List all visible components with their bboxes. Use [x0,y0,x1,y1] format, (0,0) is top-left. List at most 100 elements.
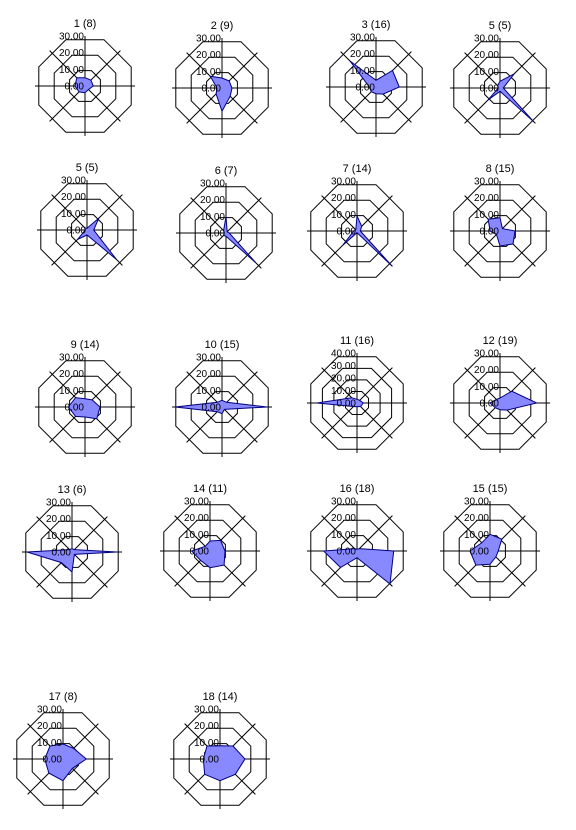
grid-ring [468,199,532,263]
chart-title: 1 (8) [74,18,97,30]
grid-ring [321,367,393,439]
grid-spoke [499,195,536,232]
radar-chart: 0.00 10.00 20.00 30.00 18 (14) [170,691,270,809]
axis-tick-label: 20.00 [184,513,209,524]
grid-ring [325,519,389,583]
grid-spoke [356,367,393,404]
axis-tick-label: 10.00 [194,738,219,749]
data-series-polygon [190,539,226,569]
axis-tick-label: 30.00 [331,497,356,508]
grid-spoke [464,230,501,267]
axis-tick-label: 0.00 [200,755,220,766]
grid-ring [55,198,119,262]
axis-tick-label: 30.00 [196,34,221,45]
axis-tick-label: 10.00 [331,530,356,541]
grid-ring [53,375,117,439]
chart-title: 7 (14) [343,163,372,175]
grid-ring [179,186,273,280]
axis-tick-label: 30.00 [474,349,499,360]
grid-ring [38,360,132,454]
grid-spoke [36,516,73,553]
chart-title: 5 (5) [489,20,512,32]
axis-tick-label: 30.00 [196,353,221,364]
grid-ring [40,183,134,277]
axis-tick-label: 30.00 [464,497,489,508]
grid-ring [194,535,226,567]
axis-tick-label: 20.00 [194,721,219,732]
data-series-polygon [44,743,88,782]
axis-tick-label: 20.00 [59,48,84,59]
axis-tick-label: 10.00 [46,531,71,542]
grid-spoke [356,195,393,232]
axis-tick-label: 30.00 [474,177,499,188]
axis-tick-label: 30.00 [59,353,84,364]
grid-ring [25,505,119,599]
grid-ring [53,54,117,118]
chart-title: 13 (6) [58,484,87,496]
radar-chart: 0.00 10.00 20.00 30.00 15 (15) [440,483,540,601]
radar-chart: 0.00 10.00 20.00 30.00 16 (18) [307,483,407,601]
axis-tick-label: 20.00 [474,365,499,376]
axis-tick-label: 30.00 [37,705,62,716]
grid-spoke [464,367,501,404]
axis-tick-label: 10.00 [196,386,221,397]
grid-spoke [71,551,108,588]
axis-tick-label: 10.00 [184,530,209,541]
axis-tick-label: 20.00 [37,721,62,732]
grid-spoke [190,197,227,234]
axis-tick-label: 20.00 [331,513,356,524]
radar-chart: 0.00 10.00 20.00 30.00 12 (19) [450,335,550,453]
axis-tick-label: 30.00 [200,179,225,190]
data-series-polygon [322,548,395,585]
grid-spoke [321,367,358,404]
grid-ring [40,520,104,584]
axis-tick-label: 0.00 [67,226,87,237]
axis-tick-label: 0.00 [52,548,72,559]
axis-tick-label: 40.00 [331,349,356,360]
axis-tick-label: 10.00 [61,209,86,220]
chart-title: 12 (19) [483,335,518,347]
chart-title: 16 (18) [340,483,375,495]
axis-tick-label: 0.00 [202,84,222,95]
radar-chart: 0.00 10.00 20.00 30.00 5 (5) [450,20,550,138]
grid-ring [210,217,242,249]
data-series-polygon [469,533,503,566]
radar-chart: 0.00 10.00 20.00 30.00 13 (6) [22,484,122,602]
chart-title: 3 (16) [362,19,391,31]
grid-ring [38,39,132,133]
axis-tick-label: 0.00 [480,84,500,95]
axis-tick-label: 20.00 [474,50,499,61]
axis-tick-label: 20.00 [331,193,356,204]
grid-spoke [321,195,358,232]
data-series-polygon [349,60,400,95]
data-series-polygon [209,75,233,113]
grid-ring [69,70,101,102]
grid-ring [453,184,547,278]
chart-title: 9 (14) [71,339,100,351]
axis-tick-label: 10.00 [59,65,84,76]
radar-chart: 0.00 10.00 20.00 30.00 7 (14) [307,163,407,281]
grid-ring [310,184,404,278]
grid-spoke [71,516,108,553]
data-series-polygon [222,216,256,263]
axis-tick-label: 20.00 [200,195,225,206]
axis-tick-label: 10.00 [350,66,375,77]
axis-tick-label: 10.00 [196,67,221,78]
grid-ring [325,199,389,263]
axis-tick-label: 0.00 [356,83,376,94]
axis-tick-label: 10.00 [331,386,356,397]
axis-tick-label: 30.00 [331,177,356,188]
grid-ring [468,371,532,435]
axis-tick-label: 30.00 [61,176,86,187]
chart-title: 6 (7) [215,165,238,177]
radar-chart: 0.00 10.00 20.00 30.00 10 (15) [172,339,272,457]
chart-title: 14 (11) [193,483,227,495]
grid-ring [310,504,404,598]
grid-ring [190,375,254,439]
data-series-polygon [489,390,539,411]
grid-ring [341,535,373,567]
data-series-polygon [175,399,268,415]
axis-tick-label: 10.00 [331,210,356,221]
axis-tick-label: 20.00 [464,513,489,524]
